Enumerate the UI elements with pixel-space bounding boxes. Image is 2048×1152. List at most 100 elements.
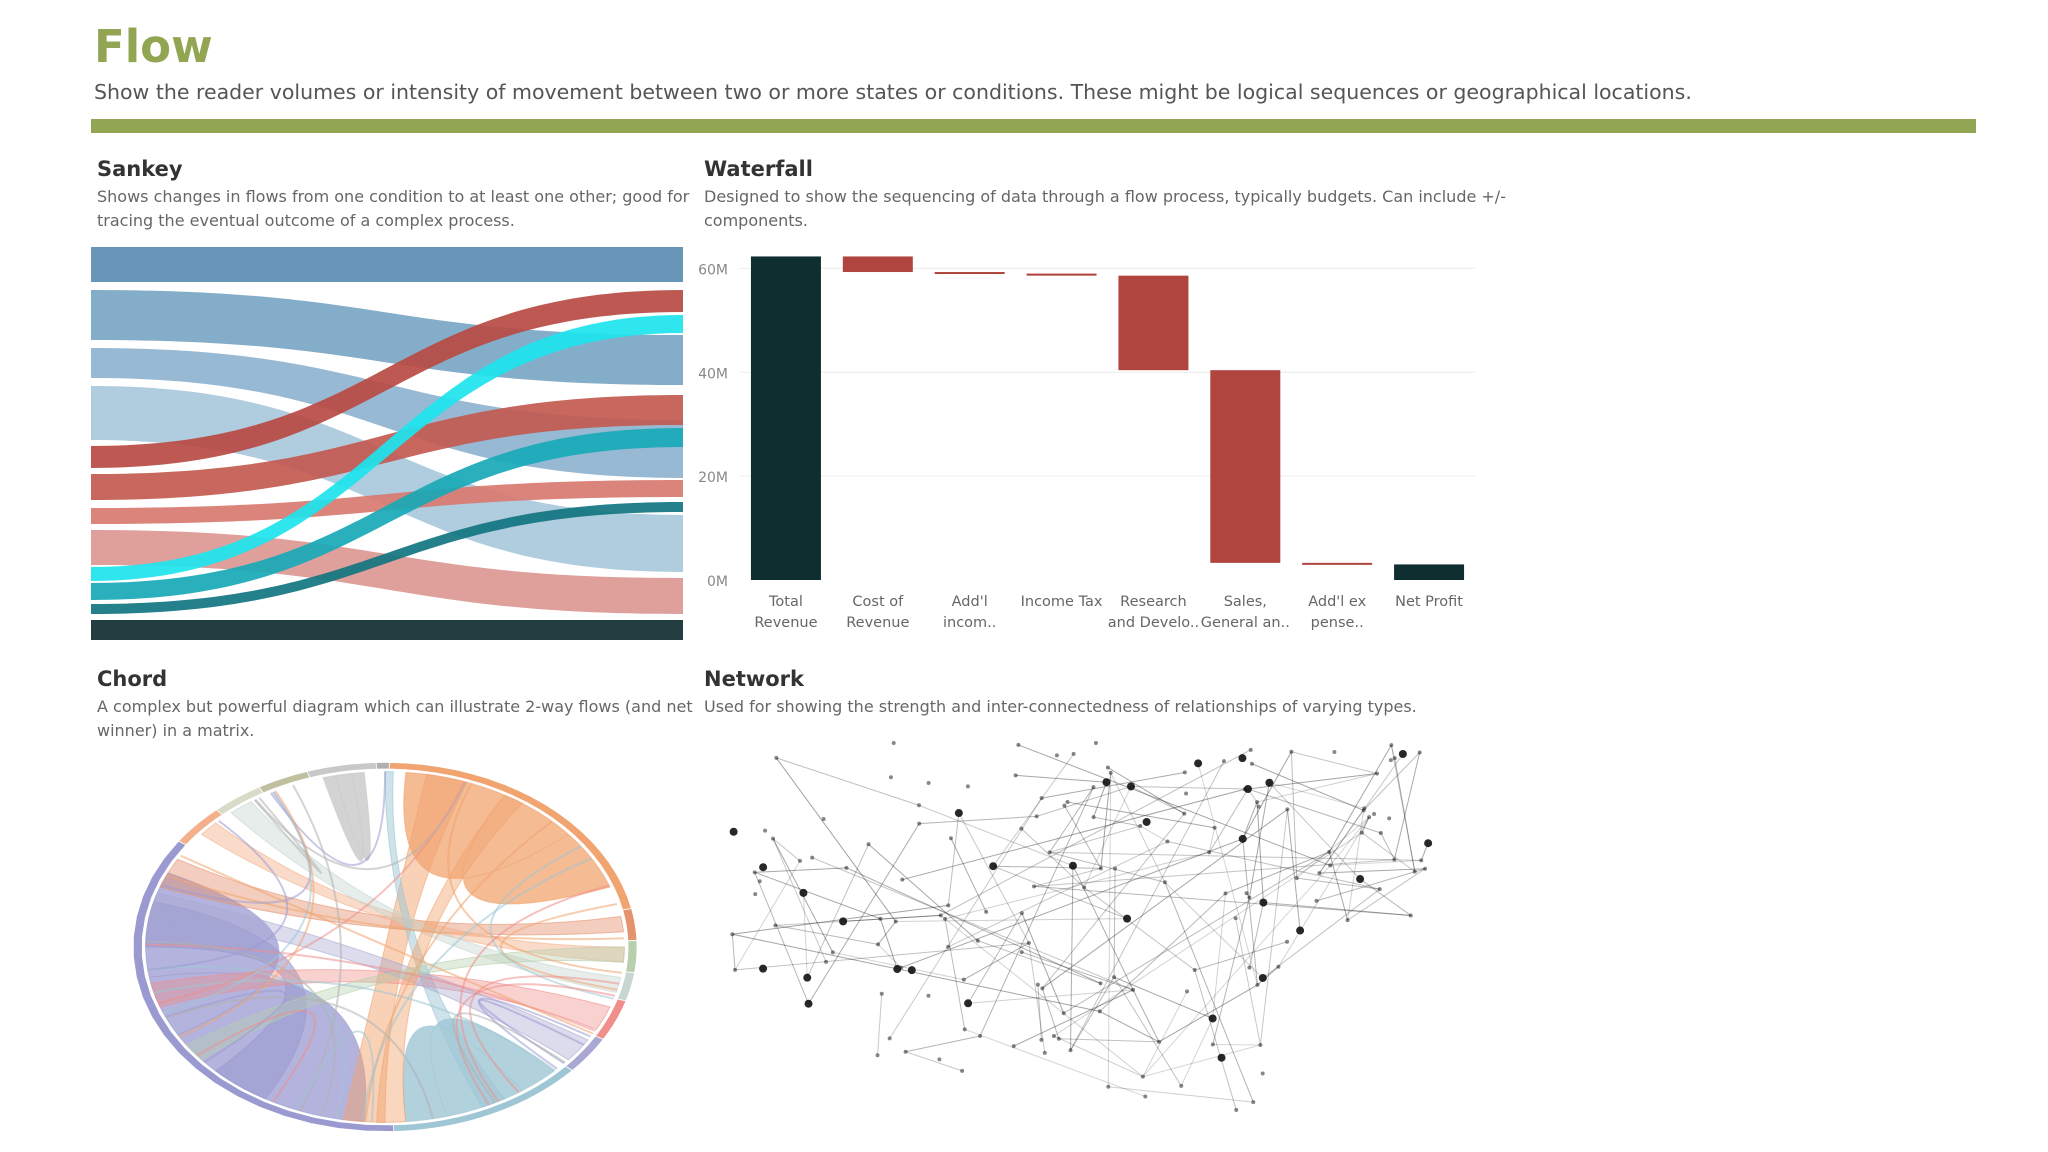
network-node bbox=[1143, 1094, 1148, 1099]
network-node bbox=[1042, 1050, 1047, 1055]
x-tick-label: Sales, bbox=[1224, 594, 1267, 610]
network-edge bbox=[1099, 893, 1226, 1012]
waterfall-bar-7 bbox=[1302, 562, 1373, 565]
network-node bbox=[1039, 796, 1044, 801]
network-node bbox=[1259, 898, 1268, 907]
network-edge bbox=[963, 942, 1030, 981]
network-edge bbox=[731, 934, 736, 970]
network-node bbox=[926, 781, 931, 786]
network-node bbox=[1039, 1037, 1044, 1042]
network-edge bbox=[1247, 788, 1381, 834]
network-edge bbox=[843, 914, 941, 922]
network-edge bbox=[1347, 810, 1365, 921]
chord-link bbox=[459, 884, 610, 1102]
network-node bbox=[1140, 1074, 1145, 1079]
network-node bbox=[1332, 749, 1337, 754]
network-node bbox=[1276, 964, 1281, 969]
network-edge bbox=[1194, 941, 1288, 971]
network-edge bbox=[1180, 1018, 1214, 1087]
chord-link bbox=[145, 940, 336, 1117]
network-node bbox=[948, 836, 953, 841]
network-node bbox=[1260, 1071, 1265, 1076]
chord-link bbox=[361, 857, 592, 1122]
network-node bbox=[830, 950, 835, 955]
network-node bbox=[937, 1057, 942, 1062]
network-edge bbox=[877, 921, 897, 945]
network-edge bbox=[1013, 989, 1134, 1047]
x-tick-label: Cost of bbox=[852, 594, 904, 610]
network-node bbox=[1091, 815, 1096, 820]
network-node bbox=[1061, 1011, 1066, 1016]
network-node bbox=[759, 863, 768, 872]
network-edge bbox=[732, 933, 1100, 1012]
sankey-title: Sankey bbox=[97, 157, 183, 181]
chord-link bbox=[166, 874, 625, 941]
network-node bbox=[1238, 754, 1247, 763]
network-node bbox=[1255, 800, 1260, 805]
network-node bbox=[824, 959, 829, 964]
network-edge bbox=[1361, 816, 1370, 833]
sankey-desc-line2: tracing the eventual outcome of a comple… bbox=[97, 211, 515, 230]
network-node bbox=[1251, 1100, 1256, 1105]
network-node bbox=[1327, 849, 1332, 854]
network-edge bbox=[1110, 772, 1166, 883]
sankey-flow-2 bbox=[91, 290, 683, 385]
network-desc-line1: Used for showing the strength and inter-… bbox=[704, 697, 1417, 716]
network-node bbox=[1123, 914, 1132, 923]
network-edge bbox=[1142, 1044, 1261, 1078]
network-edge bbox=[1041, 988, 1060, 1039]
network-node bbox=[1210, 1042, 1215, 1047]
network-node bbox=[1375, 771, 1380, 776]
network-node bbox=[891, 741, 896, 746]
network-node bbox=[975, 938, 980, 943]
chord-ribbon-6 bbox=[322, 771, 371, 862]
network-node bbox=[1098, 866, 1103, 871]
network-node bbox=[773, 923, 778, 928]
network-node bbox=[1082, 885, 1087, 890]
network-node bbox=[729, 827, 738, 836]
network-edge bbox=[1361, 832, 1416, 873]
network-edge bbox=[905, 1035, 981, 1053]
network-node bbox=[1256, 804, 1261, 809]
x-tick-label: Revenue bbox=[846, 615, 909, 631]
network-node bbox=[1102, 778, 1111, 787]
page-title: Flow bbox=[94, 20, 213, 73]
network-edge bbox=[1049, 851, 1166, 883]
network-node bbox=[1032, 884, 1037, 889]
network-node bbox=[799, 888, 808, 897]
network-edge bbox=[919, 815, 1037, 825]
network-edge bbox=[977, 940, 1101, 984]
network-node bbox=[1065, 800, 1070, 805]
network-node bbox=[1243, 784, 1252, 793]
network-edge bbox=[1033, 867, 1102, 887]
network-node bbox=[1388, 758, 1393, 763]
network-node bbox=[961, 977, 966, 982]
network-edge bbox=[1212, 893, 1226, 1019]
chord-link bbox=[254, 781, 467, 870]
network-node bbox=[1013, 773, 1018, 778]
network-node bbox=[757, 879, 762, 884]
network-node bbox=[978, 1034, 983, 1039]
network-edge bbox=[1380, 832, 1395, 860]
network-edge bbox=[940, 914, 1144, 1078]
network-edge bbox=[1225, 851, 1330, 894]
accent-divider bbox=[91, 119, 1976, 133]
waterfall-title: Waterfall bbox=[704, 157, 813, 181]
waterfall-desc-line1: Designed to show the sequencing of data … bbox=[704, 187, 1506, 206]
network-edge bbox=[1194, 969, 1237, 1111]
network-edge bbox=[1021, 912, 1065, 1014]
network-node bbox=[797, 858, 802, 863]
network-node bbox=[1105, 765, 1110, 770]
network-node bbox=[1091, 785, 1096, 790]
network-edge bbox=[754, 867, 847, 873]
network-node bbox=[752, 870, 757, 875]
network-edge bbox=[1290, 751, 1298, 879]
network-node bbox=[965, 784, 970, 789]
network-node bbox=[954, 809, 963, 818]
network-node bbox=[1412, 869, 1417, 874]
network-node bbox=[1296, 926, 1305, 935]
network-node bbox=[1317, 871, 1322, 876]
network-node bbox=[946, 903, 951, 908]
sankey-flow-7 bbox=[91, 480, 683, 524]
